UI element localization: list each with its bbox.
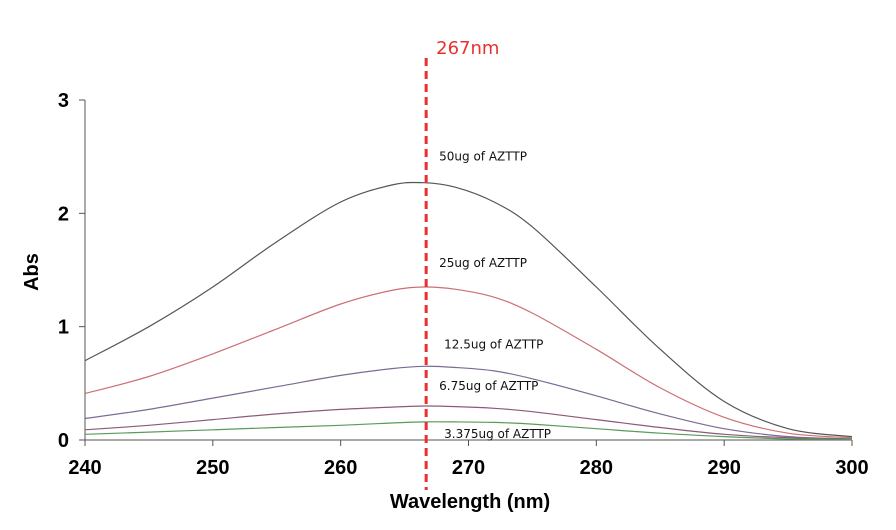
series-line xyxy=(84,286,853,439)
y-tick-label: 0 xyxy=(58,430,69,452)
marker-label: 267nm xyxy=(436,38,499,59)
series-line xyxy=(84,181,853,438)
y-tick-label: 3 xyxy=(58,90,69,112)
wavelength-marker: 267nm xyxy=(424,38,499,490)
x-tick-label: 280 xyxy=(580,457,613,479)
x-tick-label: 290 xyxy=(707,457,740,479)
series-line xyxy=(84,421,853,440)
y-tick-label: 2 xyxy=(58,203,69,225)
x-tick-label: 250 xyxy=(196,457,229,479)
series-label: 6.75ug of AZTTP xyxy=(439,379,538,393)
ticks: 240 250 260 270 280 290 300 0 1 2 3 xyxy=(58,90,869,479)
x-tick-label: 300 xyxy=(835,457,868,479)
y-tick-label: 1 xyxy=(58,317,69,339)
y-axis-title: Abs xyxy=(21,253,43,291)
series-lines xyxy=(84,181,853,440)
x-tick-label: 240 xyxy=(68,457,101,479)
series-line xyxy=(84,405,853,440)
x-tick-label: 260 xyxy=(324,457,357,479)
x-tick-label: 270 xyxy=(452,457,485,479)
series-label: 50ug of AZTTP xyxy=(439,150,527,164)
series-labels: 50ug of AZTTP 25ug of AZTTP 12.5ug of AZTT… xyxy=(439,150,551,441)
x-axis-title: Wavelength (nm) xyxy=(390,491,550,513)
series-label: 25ug of AZTTP xyxy=(439,256,527,270)
series-label: 3.375ug of AZTTP xyxy=(444,427,551,441)
series-label: 12.5ug of AZTTP xyxy=(444,337,543,351)
series-line xyxy=(84,365,853,440)
